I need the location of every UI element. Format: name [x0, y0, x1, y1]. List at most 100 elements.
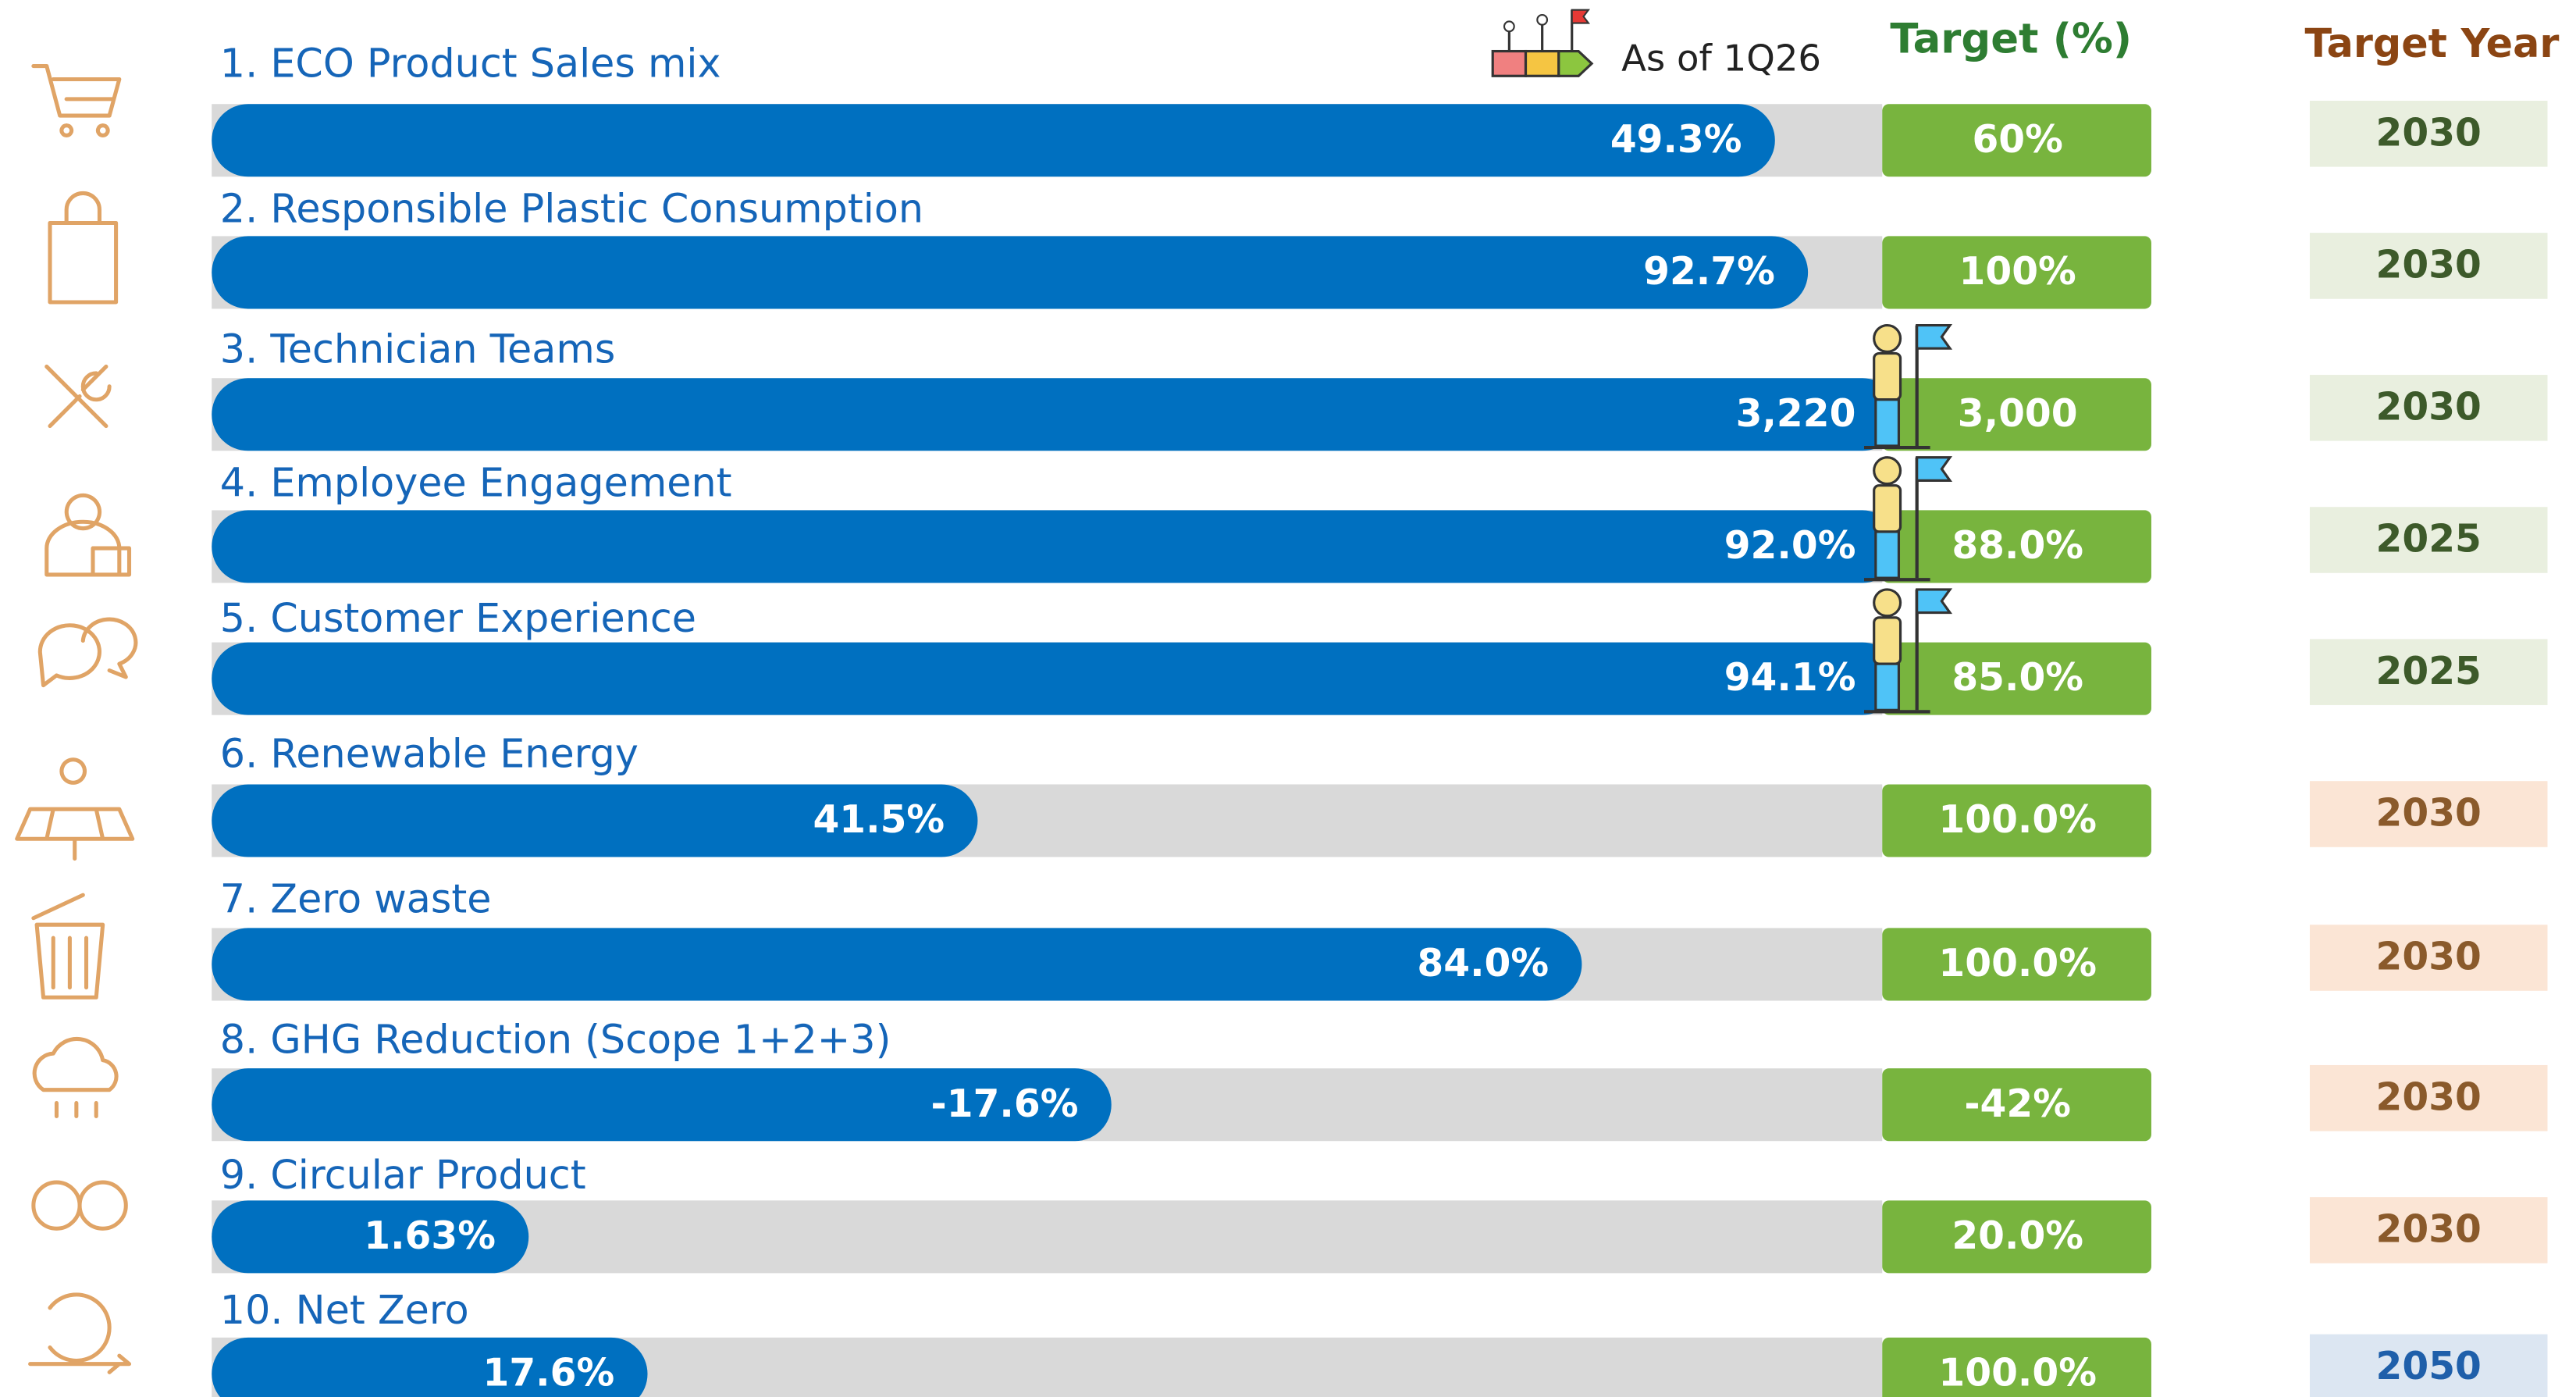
target-header: Target (%) [1890, 16, 2132, 63]
achieved-flag-icon [1864, 456, 1953, 582]
year-box [2309, 1334, 2548, 1397]
kpi-icon [31, 893, 105, 1000]
kpi-label: 5. Customer Experience [220, 595, 696, 641]
kpi-label: 10. Net Zero [220, 1287, 469, 1333]
icon-body [1873, 616, 1902, 665]
year-box [2309, 375, 2548, 441]
kpi-label: 9. Circular Product [220, 1152, 586, 1198]
kpi-icon [31, 1180, 128, 1231]
kpi-icon [15, 757, 135, 861]
kpi-icon [44, 364, 112, 429]
target-year: 2030 [2376, 244, 2482, 287]
target-year: 2030 [2376, 111, 2482, 155]
kpi-icon [37, 617, 138, 688]
target-value: 100.0% [1938, 798, 2097, 842]
kpi-icon [31, 64, 122, 137]
target-box [1882, 1337, 2151, 1397]
kpi-row: 5. Customer Experience 94.1% 85.0% 2025 [37, 588, 2548, 715]
kpi-label: 6. Renewable Energy [220, 731, 639, 777]
actual-value: 94.1% [1724, 656, 1856, 700]
kpi-row: 7. Zero waste 84.0% 100.0% 2030 [31, 876, 2548, 1001]
target-box [1882, 928, 2151, 1001]
kpi-row: 10. Net Zero 17.6% 100.0% 2050 [28, 1287, 2548, 1397]
year-box [2309, 1197, 2548, 1263]
year-box [2309, 507, 2548, 573]
target-value: 100.0% [1938, 1352, 2097, 1395]
target-year: 2050 [2376, 1345, 2482, 1388]
progress-bar [212, 104, 1775, 177]
kpi-icon [32, 1036, 119, 1119]
kpi-row: 2. Responsible Plastic Consumption 92.7% 1… [48, 186, 2548, 309]
icon-flag [1916, 324, 1953, 350]
progress-bar [212, 642, 1899, 715]
year-box [2309, 233, 2548, 299]
achieved-flag-icon [1864, 324, 1953, 450]
year-box [2309, 925, 2548, 991]
progress-bar [212, 784, 978, 857]
target-value: 85.0% [1952, 656, 2083, 700]
as-of-icon [1491, 9, 1594, 77]
year-box [2309, 1064, 2548, 1131]
icon-legs [1874, 398, 1901, 447]
progress-bar [212, 510, 1899, 583]
kpi-label: 4. Employee Engagement [220, 460, 732, 506]
kpi-label: 8. GHG Reduction (Scope 1+2+3) [220, 1016, 891, 1062]
progress-bar [212, 1337, 648, 1397]
target-box [1882, 1200, 2151, 1274]
target-box [1882, 510, 2151, 583]
actual-value: -17.6% [931, 1082, 1079, 1126]
kpi-icon [44, 493, 132, 577]
target-year: 2030 [2376, 1075, 2482, 1119]
icon-flag [1916, 456, 1953, 482]
actual-value: 49.3% [1610, 118, 1742, 162]
kpi-label: 7. Zero waste [220, 876, 492, 922]
year-box [2309, 781, 2548, 847]
kpi-label: 1. ECO Product Sales mix [220, 41, 721, 87]
progress-bar [212, 1068, 1112, 1142]
actual-value: 3,220 [1736, 392, 1856, 436]
icon-body [1873, 351, 1902, 401]
target-value: 88.0% [1952, 524, 2083, 568]
target-year: 2025 [2376, 650, 2482, 693]
year-box [2309, 639, 2548, 705]
target-box [1882, 378, 2151, 451]
target-value: 100.0% [1938, 942, 2097, 985]
icon-body [1873, 484, 1902, 533]
target-box [1882, 1068, 2151, 1142]
target-year: 2030 [2376, 1208, 2482, 1252]
icon-head [1873, 324, 1902, 354]
target-year: 2025 [2376, 518, 2482, 561]
icon-legs [1874, 662, 1901, 711]
kpi-row: 8. GHG Reduction (Scope 1+2+3) -17.6% -42%… [32, 1016, 2548, 1142]
progress-bar [212, 928, 1582, 1001]
target-value: 100% [1959, 250, 2076, 294]
year-box [2309, 100, 2548, 167]
target-value: -42% [1964, 1082, 2071, 1126]
actual-value: 84.0% [1417, 942, 1549, 985]
icon-flag [1916, 588, 1953, 615]
kpi-row: 6. Renewable Energy 41.5% 100.0% 2030 [15, 731, 2548, 861]
target-year: 2030 [2376, 792, 2482, 836]
actual-value: 1.63% [364, 1214, 496, 1258]
target-value: 20.0% [1952, 1214, 2083, 1258]
target-box [1882, 104, 2151, 177]
icon-head [1873, 588, 1902, 618]
as-of: As of 1Q26 [1621, 37, 1821, 80]
target-year: 2030 [2376, 935, 2482, 979]
kpi-row: 4. Employee Engagement 92.0% 88.0% 2025 [44, 456, 2548, 583]
kpi-label: 2. Responsible Plastic Consumption [220, 186, 923, 232]
kpi-row: 9. Circular Product 1.63% 20.0% 2030 [31, 1152, 2548, 1274]
icon-legs [1874, 530, 1901, 579]
target-value: 3,000 [1958, 392, 2078, 436]
actual-value: 41.5% [813, 798, 945, 842]
progress-bar [212, 236, 1809, 309]
achieved-flag-icon [1864, 588, 1953, 714]
target-box [1882, 236, 2151, 309]
icon-head [1873, 456, 1902, 486]
kpi-label: 3. Technician Teams [220, 326, 615, 372]
kpi-icon [48, 191, 119, 305]
target-box [1882, 784, 2151, 857]
progress-bar [212, 1200, 529, 1274]
target-box [1882, 642, 2151, 715]
